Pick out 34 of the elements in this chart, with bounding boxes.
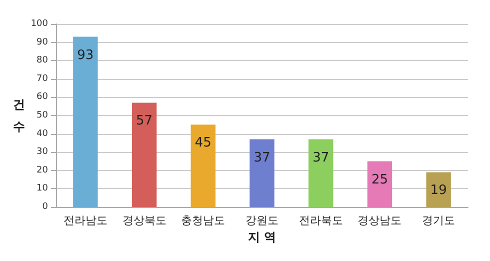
bar	[132, 102, 157, 207]
x-tick-label: 경상남도	[358, 214, 402, 227]
x-tick-label: 경상북도	[122, 214, 166, 227]
bar	[426, 172, 451, 207]
data-label: 45	[194, 136, 212, 151]
bar	[73, 36, 98, 207]
y-tick-label: 70	[36, 74, 48, 84]
data-label: 57	[136, 114, 153, 129]
bar	[367, 161, 392, 207]
bar	[250, 139, 274, 207]
x-tick-label: 충청남도	[181, 214, 226, 227]
y-tick-label: 40	[36, 128, 48, 139]
x-axis-title: 지 역	[248, 230, 276, 244]
y-tick-label: 50	[36, 110, 48, 120]
y-tick-label: 0	[42, 202, 48, 212]
x-tick-label: 경기도	[422, 214, 456, 227]
data-label: 93	[77, 48, 94, 63]
x-tick-label: 전라북도	[298, 214, 343, 227]
y-tick-label: 20	[36, 165, 48, 176]
bar	[308, 139, 334, 207]
y-tick-label: 90	[36, 37, 48, 48]
y-tick-label: 100	[30, 19, 48, 29]
x-tick-label: 전라남도	[63, 214, 108, 227]
y-axis-title: 건 수	[12, 98, 25, 134]
y-tick-label: 80	[36, 56, 48, 66]
data-label: 25	[371, 172, 388, 188]
x-tick-label: 강원도	[246, 214, 278, 227]
data-label: 37	[254, 150, 270, 166]
data-label: 19	[430, 183, 447, 198]
bar	[190, 124, 216, 207]
y-tick-label: 10	[36, 184, 48, 194]
y-tick-label: 30	[36, 147, 48, 158]
y-tick-label: 60	[36, 92, 48, 102]
data-label: 37	[312, 150, 330, 166]
